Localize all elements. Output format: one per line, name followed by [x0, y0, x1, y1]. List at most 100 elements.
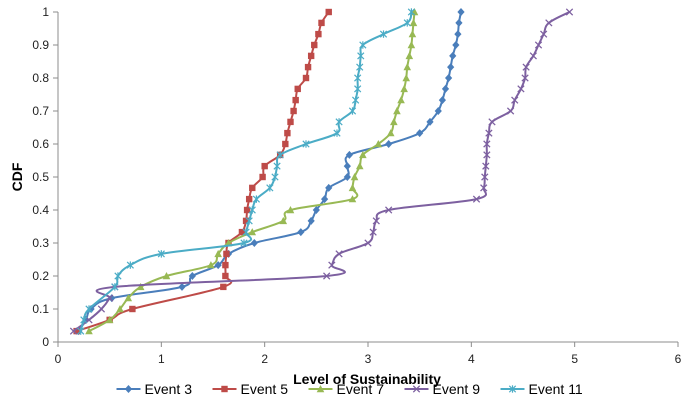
data-point-stroke	[506, 107, 515, 115]
data-point	[250, 239, 258, 247]
data-point-stroke	[323, 272, 331, 280]
data-point	[282, 140, 289, 148]
series-line	[79, 11, 413, 333]
data-point	[69, 327, 78, 335]
data-point	[273, 162, 281, 170]
data-point	[482, 162, 490, 170]
legend-marker	[221, 385, 228, 393]
y-tick-label: 0.6	[32, 137, 49, 151]
data-point-stroke	[565, 8, 574, 16]
data-point-stroke	[335, 250, 343, 258]
data-point	[116, 305, 124, 313]
data-point	[364, 239, 372, 247]
legend-item: Event 7	[308, 381, 385, 397]
data-point	[400, 84, 408, 93]
data-point	[522, 63, 530, 71]
data-point	[242, 217, 250, 225]
data-point	[287, 118, 294, 126]
data-point	[385, 140, 393, 148]
data-point	[379, 30, 388, 38]
axes-layer: 0 0.1 0.2 0.3 0.4 0.5 0.6 0.7 0.8 0.9 1 0 1 2 3 4 5 6 Leve…	[9, 5, 682, 387]
data-point	[307, 216, 315, 225]
data-point-stroke	[472, 195, 481, 203]
series-line	[77, 11, 462, 333]
data-point	[390, 117, 398, 126]
data-point	[534, 41, 543, 49]
data-point	[438, 96, 446, 105]
series-5	[77, 8, 416, 335]
x-tick-label: 0	[55, 352, 62, 366]
legend-marker	[508, 385, 517, 393]
data-point	[485, 129, 493, 137]
data-point-stroke	[385, 206, 393, 214]
data-point	[393, 107, 401, 115]
data-point-stroke	[488, 118, 496, 126]
series-3	[85, 8, 419, 335]
data-point	[77, 327, 85, 335]
data-point	[105, 315, 114, 324]
data-point	[222, 261, 229, 269]
data-point-stroke	[483, 140, 491, 148]
data-point	[397, 96, 405, 104]
data-point	[386, 129, 395, 137]
data-point	[73, 327, 80, 335]
data-point	[374, 140, 383, 148]
data-point	[454, 30, 462, 39]
data-point	[434, 107, 442, 115]
data-point	[279, 216, 288, 225]
data-point	[242, 228, 250, 236]
data-point	[249, 184, 256, 192]
data-point	[335, 250, 343, 258]
data-point	[355, 162, 364, 170]
legend-label: Event 5	[241, 381, 289, 397]
data-point-stroke	[485, 129, 493, 137]
data-point	[445, 74, 453, 82]
data-point-stroke	[85, 316, 93, 324]
series-line	[88, 11, 416, 333]
data-point	[85, 327, 93, 335]
data-point	[114, 272, 122, 280]
data-point	[416, 129, 424, 138]
data-point	[441, 84, 450, 93]
data-point	[359, 41, 367, 49]
data-point-stroke	[481, 173, 489, 181]
data-point-stroke	[529, 52, 537, 60]
data-point	[565, 8, 574, 16]
data-point	[321, 195, 329, 204]
data-point	[284, 129, 291, 137]
data-point	[312, 206, 320, 214]
data-point	[178, 282, 186, 291]
data-point	[457, 8, 465, 16]
legend-marker-stroke	[412, 385, 421, 393]
data-point-stroke	[97, 305, 106, 313]
data-point	[80, 316, 88, 324]
data-point-stroke	[69, 327, 78, 335]
data-point	[245, 195, 253, 203]
legend-marker	[124, 385, 133, 393]
legend-item: Event 9	[404, 381, 481, 397]
data-point	[294, 85, 301, 93]
data-point	[252, 195, 261, 203]
legend-item: Event 3	[116, 381, 192, 397]
data-point	[302, 74, 310, 82]
data-point	[356, 63, 364, 71]
data-point	[292, 96, 299, 104]
data-point	[243, 206, 251, 214]
data-point	[311, 41, 318, 49]
data-point	[483, 140, 491, 148]
legend-label: Event 7	[337, 381, 385, 397]
data-point	[407, 41, 416, 49]
legend-label: Event 9	[433, 381, 481, 397]
data-point	[506, 107, 515, 115]
y-tick-label: 0.9	[32, 38, 49, 52]
data-point	[357, 52, 365, 60]
data-point	[529, 52, 537, 60]
data-point-stroke	[534, 41, 543, 49]
data-point	[162, 272, 171, 280]
data-point	[343, 162, 351, 171]
data-point	[348, 195, 357, 203]
data-point-stroke	[372, 217, 380, 225]
data-point	[188, 272, 196, 280]
data-point	[302, 140, 310, 148]
data-point	[271, 173, 279, 181]
